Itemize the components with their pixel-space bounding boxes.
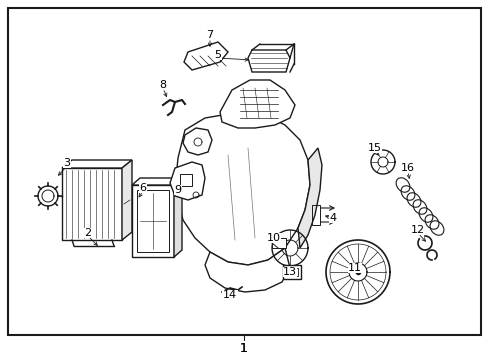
Text: 1: 1 — [240, 342, 247, 355]
Polygon shape — [132, 178, 182, 185]
Bar — [311, 205, 319, 225]
Polygon shape — [297, 148, 321, 248]
Text: 3: 3 — [63, 158, 70, 168]
Polygon shape — [62, 160, 132, 168]
Text: 16: 16 — [400, 163, 414, 173]
Text: 14: 14 — [223, 290, 237, 300]
Bar — [285, 268, 297, 276]
Text: 9: 9 — [174, 185, 181, 195]
Polygon shape — [122, 160, 132, 240]
Text: 15: 15 — [367, 143, 381, 153]
Text: 11: 11 — [347, 263, 361, 273]
Polygon shape — [183, 128, 212, 155]
Polygon shape — [174, 178, 182, 257]
Polygon shape — [220, 80, 294, 128]
Bar — [283, 265, 301, 279]
Polygon shape — [170, 162, 204, 200]
Text: 4: 4 — [329, 213, 336, 223]
Text: 8: 8 — [159, 80, 166, 90]
Polygon shape — [247, 50, 289, 72]
Text: 5: 5 — [214, 50, 221, 60]
Bar — [137, 190, 169, 252]
Text: 6: 6 — [139, 183, 146, 193]
Text: 2: 2 — [84, 228, 91, 238]
Text: 1: 1 — [240, 342, 247, 355]
Bar — [62, 168, 122, 240]
Bar — [271, 238, 285, 248]
Polygon shape — [176, 112, 309, 265]
Text: 12: 12 — [410, 225, 424, 235]
Bar — [180, 174, 192, 186]
Text: 7: 7 — [206, 30, 213, 40]
Polygon shape — [204, 248, 289, 292]
Polygon shape — [183, 42, 227, 70]
Text: 10: 10 — [266, 233, 281, 243]
Bar — [132, 185, 174, 257]
Text: 13: 13 — [283, 267, 296, 277]
